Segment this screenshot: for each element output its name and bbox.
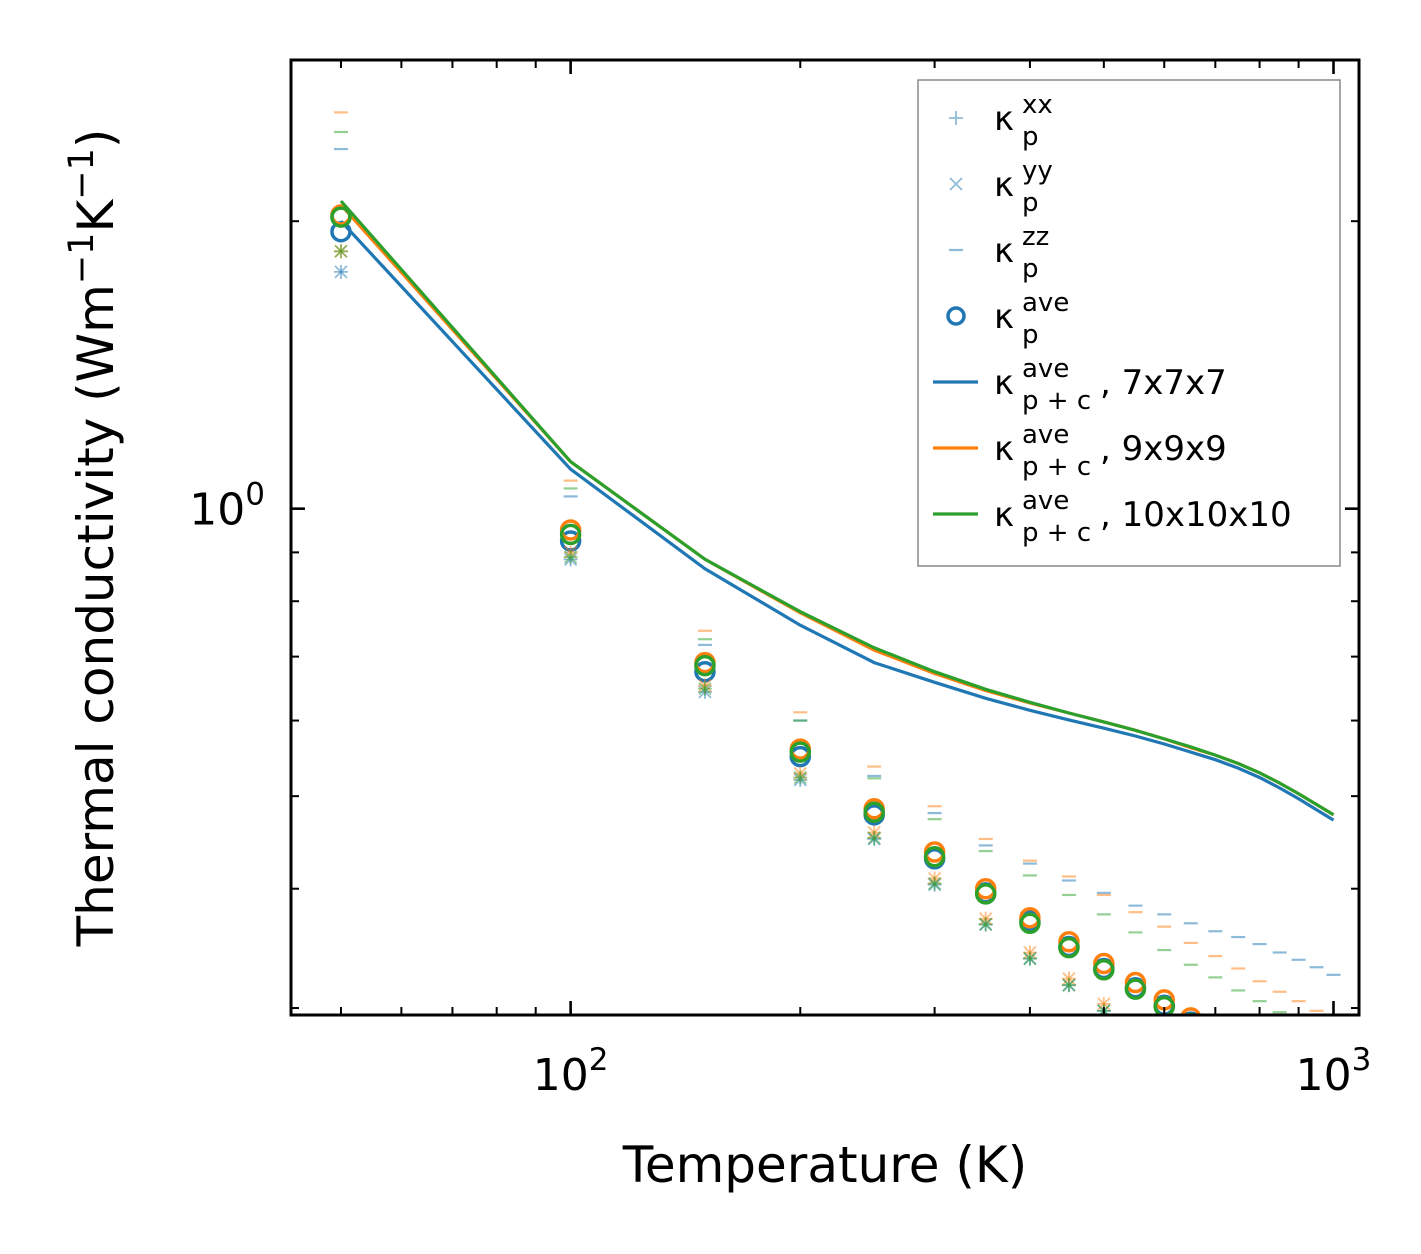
point-kappa-ave-10x10x10 [789, 741, 812, 763]
point-kappa-ave-10x10x10 [974, 883, 997, 905]
point-kappa-yy-7x7x7 [334, 265, 348, 279]
x-tick-label: 102 [533, 1042, 609, 1101]
point-kappa-ave-9x9x9 [1124, 971, 1147, 994]
x-tick-label: 103 [1296, 1042, 1372, 1101]
point-kappa-ave-10x10x10 [559, 523, 582, 546]
point-kappa-ave-10x10x10 [863, 801, 885, 823]
point-kappa-yy-10x10x10 [979, 917, 993, 932]
point-kappa-yy-10x10x10 [927, 876, 942, 891]
legend-entry: κ ave p + c, 10x10x10 [933, 486, 1292, 548]
legend-label: κ ave p + c, 7x7x7 [994, 354, 1227, 416]
point-kappa-yy-10x10x10 [334, 244, 348, 258]
line-kappa-pc-10x10x10 [339, 199, 1335, 817]
point-kappa-ave-10x10x10 [694, 654, 716, 677]
series-10x10x10 [330, 130, 1335, 1015]
legend-entry: κ yy p [949, 156, 1053, 218]
legend-entry: κ ave p + c, 7x7x7 [933, 354, 1227, 416]
point-kappa-ave-10x10x10 [1153, 995, 1176, 1015]
y-tick-label: 100 [189, 477, 265, 536]
legend-label: κ zz p [994, 222, 1049, 284]
legend-label: κ ave p [994, 288, 1069, 350]
ticks [291, 60, 1359, 1015]
legend-marker-circle [946, 306, 966, 326]
point-kappa-yy-10x10x10 [1023, 951, 1037, 966]
legend-box [917, 79, 1341, 567]
point-kappa-ave-10x10x10 [923, 846, 946, 868]
plot-area [330, 111, 1341, 1015]
point-kappa-ave-10x10x10 [1058, 936, 1080, 959]
point-kappa-ave-9x9x9 [1058, 930, 1080, 953]
legend-marker-x [949, 177, 963, 191]
y-axis-title: Thermal conductivity (Wm−1K−1) [62, 129, 125, 948]
point-kappa-ave-10x10x10 [1019, 912, 1041, 935]
point-kappa-yy-10x10x10 [1062, 978, 1076, 992]
point-kappa-ave-10x10x10 [330, 206, 352, 228]
data-layer [330, 111, 1341, 1015]
legend-entry: κ ave p [946, 288, 1069, 350]
axes: 102 103 100 Temperature (K) Thermal conducti… [62, 58, 1372, 1194]
point-kappa-yy-10x10x10 [867, 831, 881, 845]
point-kappa-yy-10x10x10 [698, 681, 712, 696]
legend-entry: κ zz p [949, 222, 1049, 284]
legend-entry: κ ave p + c, 9x9x9 [933, 420, 1227, 482]
plot-frame [289, 58, 1361, 1017]
legend-label: κ xx p [994, 90, 1053, 152]
point-kappa-ave-10x10x10 [1093, 959, 1115, 981]
point-kappa-ave-10x10x10 [1124, 978, 1147, 1000]
legend-entry: κ xx p [949, 90, 1053, 152]
point-kappa-ave-9x9x9 [1180, 1007, 1202, 1015]
x-axis-title: Temperature (K) [622, 1136, 1027, 1194]
line-kappa-pc-7x7x7 [339, 220, 1335, 822]
legend-marker-plus [949, 111, 963, 125]
point-kappa-yy-10x10x10 [563, 550, 578, 564]
legend-label: κ ave p + c, 10x10x10 [994, 486, 1292, 548]
point-kappa-ave-9x9x9 [1093, 952, 1115, 975]
legend-label: κ ave p + c, 9x9x9 [994, 420, 1227, 482]
legend-label: κ yy p [994, 156, 1053, 218]
point-kappa-yy-10x10x10 [793, 770, 807, 785]
